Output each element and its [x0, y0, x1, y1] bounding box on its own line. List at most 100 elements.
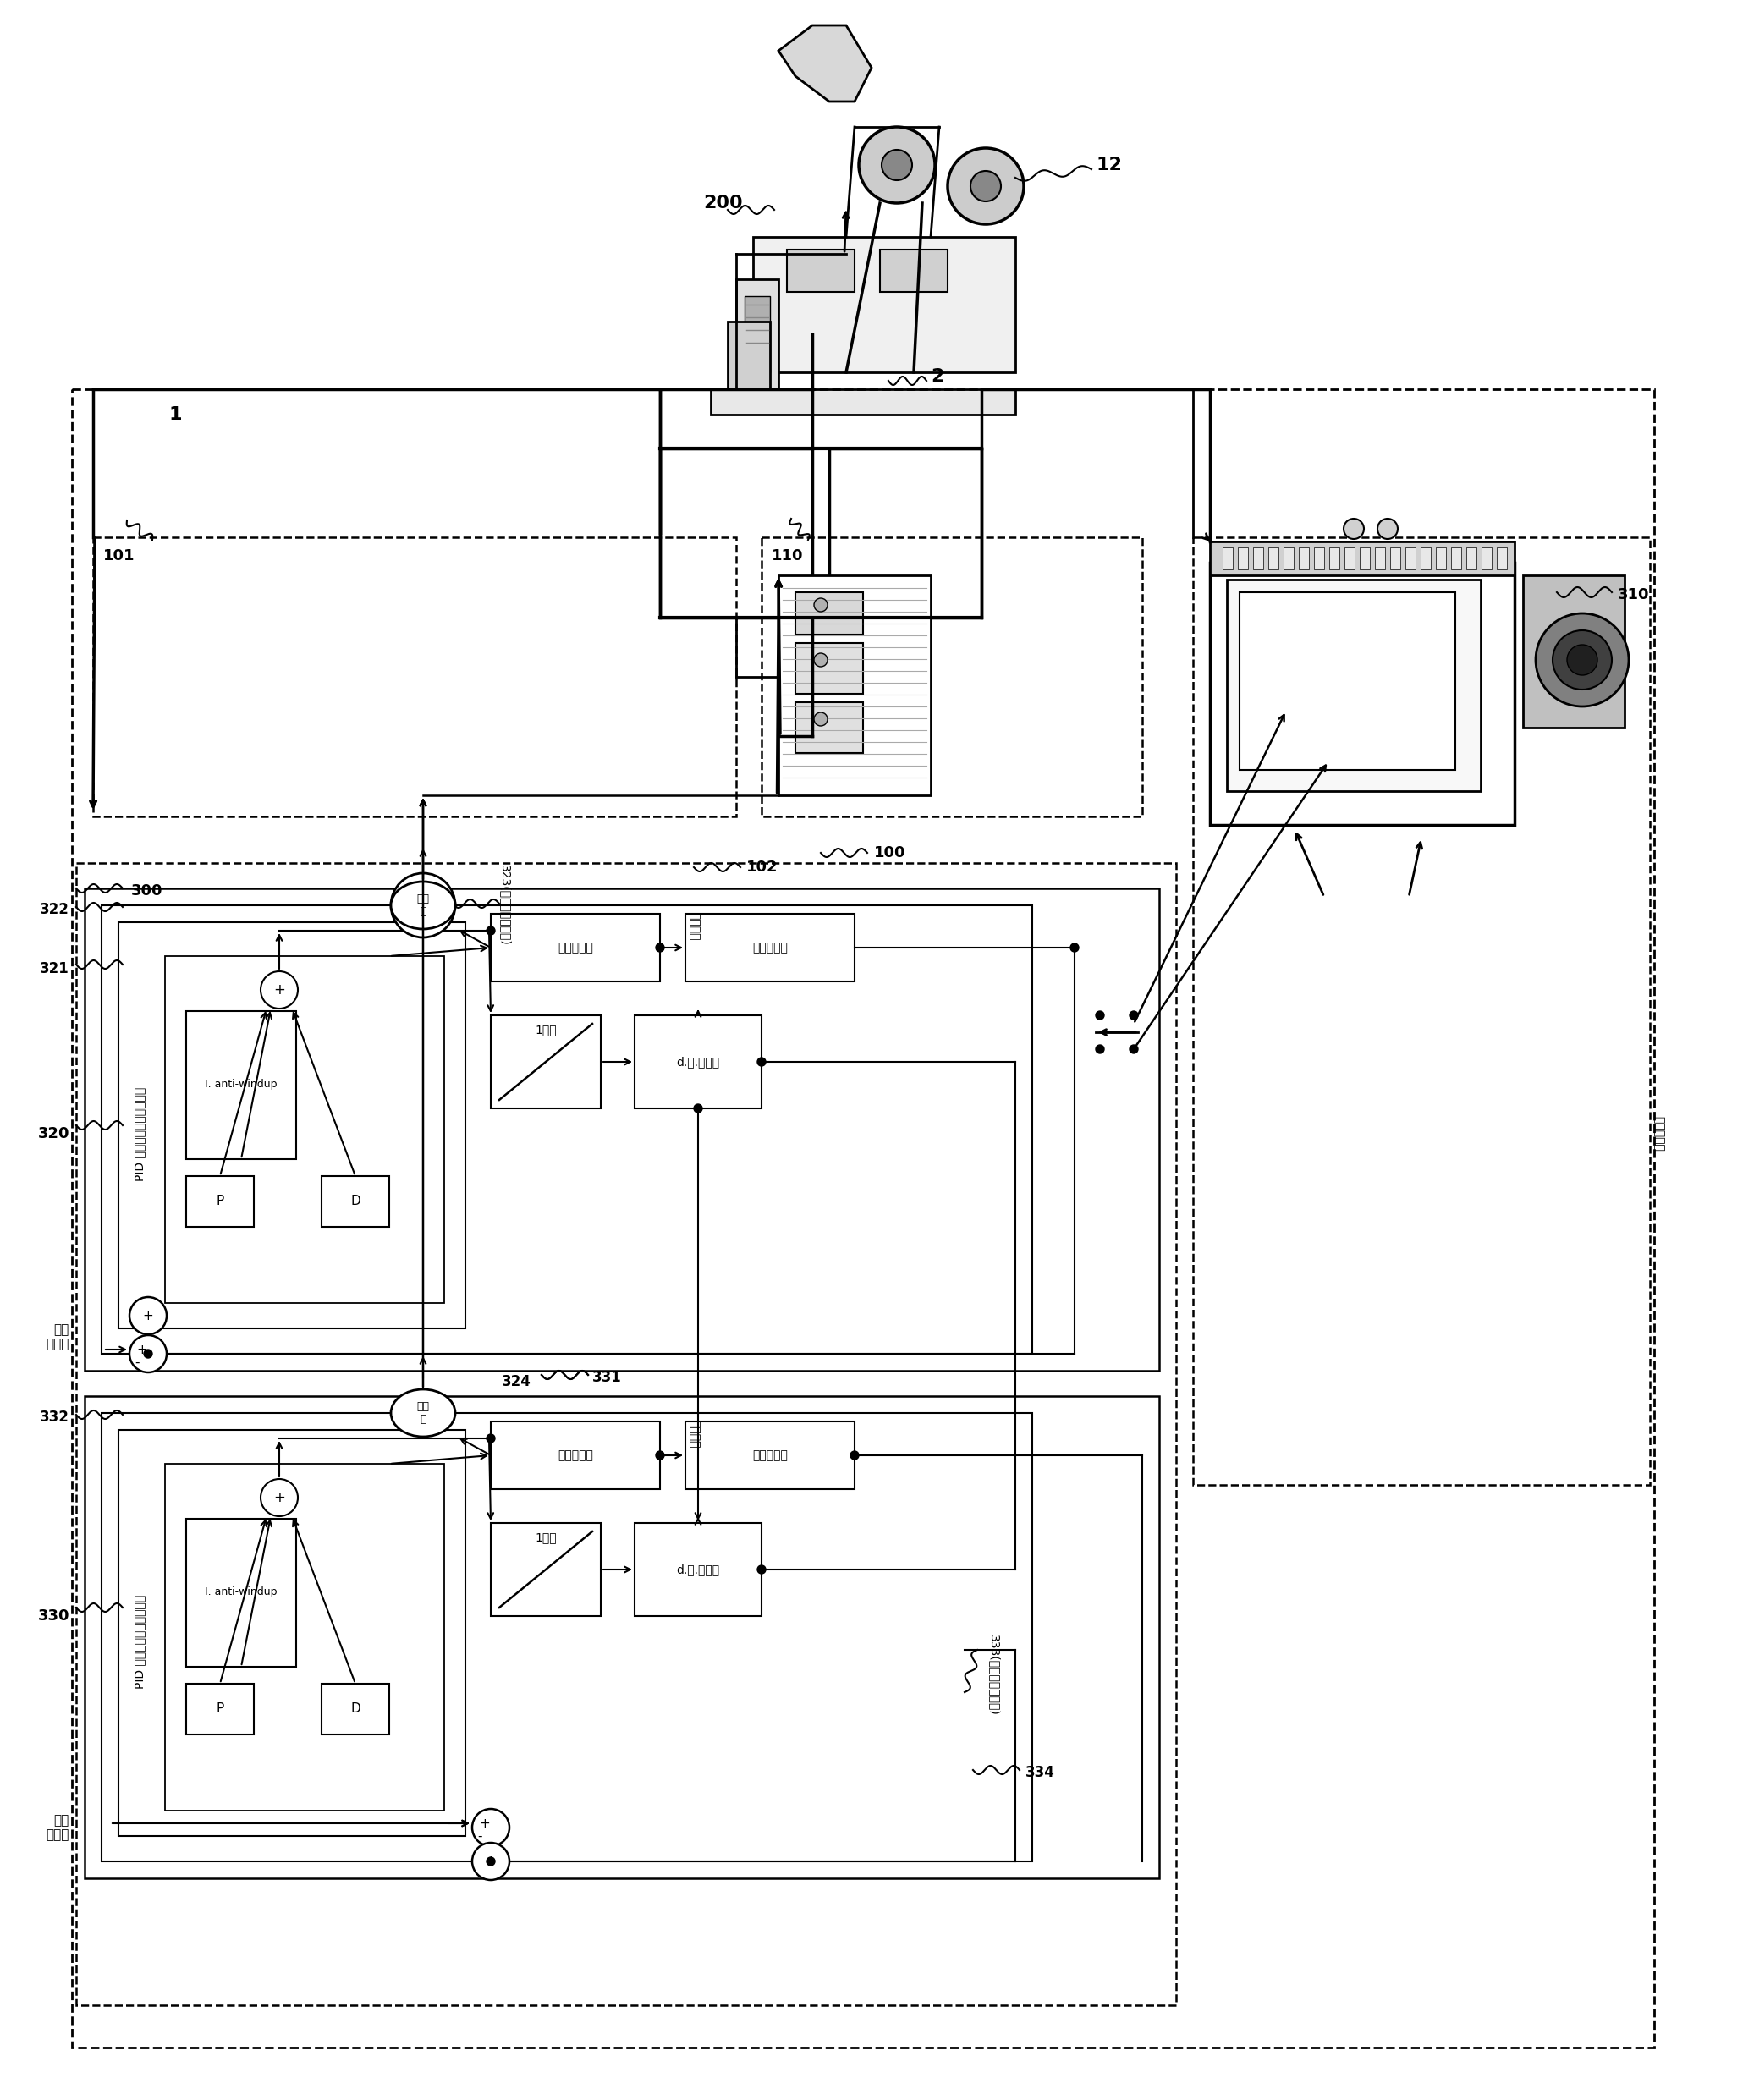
Bar: [788, 250, 854, 292]
Text: 1毫秒: 1毫秒: [535, 1531, 556, 1544]
Text: D: D: [351, 1195, 360, 1208]
Bar: [1466, 548, 1477, 569]
Text: 目标
位移量: 目标 位移量: [46, 1323, 70, 1350]
Bar: [795, 592, 863, 634]
Bar: [1451, 548, 1461, 569]
Text: +: +: [142, 1308, 153, 1323]
Bar: [1522, 575, 1624, 727]
Text: 310: 310: [1617, 588, 1649, 603]
Bar: [491, 1014, 600, 1109]
Bar: [186, 1176, 254, 1226]
Bar: [1496, 548, 1507, 569]
Bar: [1437, 548, 1445, 569]
Text: +: +: [137, 1344, 147, 1357]
Bar: [1238, 548, 1249, 569]
Text: 位置反馈: 位置反馈: [688, 911, 700, 941]
Circle shape: [814, 653, 828, 666]
Text: 321: 321: [40, 962, 70, 977]
Text: 数模转换器: 数模转换器: [558, 1449, 593, 1462]
Circle shape: [695, 1105, 702, 1113]
Bar: [1405, 548, 1415, 569]
Text: 102: 102: [745, 859, 779, 876]
Text: 322: 322: [40, 901, 70, 918]
Bar: [745, 296, 770, 372]
Text: 101: 101: [103, 548, 135, 563]
Text: I. anti-windup: I. anti-windup: [205, 1588, 277, 1598]
Text: 同服
阀: 同服 阀: [417, 1401, 430, 1424]
Circle shape: [261, 1478, 298, 1516]
Bar: [761, 538, 1142, 817]
Bar: [710, 389, 1016, 414]
Bar: [1359, 548, 1370, 569]
Bar: [491, 914, 660, 981]
Bar: [186, 1684, 254, 1735]
Text: +: +: [486, 1854, 496, 1867]
Bar: [1482, 548, 1491, 569]
Circle shape: [1096, 1010, 1105, 1018]
Circle shape: [486, 926, 495, 935]
Text: P: P: [216, 1195, 225, 1208]
Text: D: D: [351, 1703, 360, 1716]
Text: 333(距离测量传感器): 333(距离测量传感器): [988, 1634, 1000, 1716]
Text: PID 控制器（位移控制器）: PID 控制器（位移控制器）: [133, 1086, 146, 1180]
Circle shape: [656, 943, 665, 951]
Text: PID 控制器（位移控制器）: PID 控制器（位移控制器）: [133, 1594, 146, 1688]
Circle shape: [130, 1336, 167, 1373]
Text: +: +: [274, 983, 286, 997]
Bar: [1375, 548, 1386, 569]
Bar: [635, 1014, 761, 1109]
Circle shape: [1377, 519, 1398, 540]
Bar: [1210, 563, 1514, 825]
Text: 300: 300: [132, 884, 163, 899]
Bar: [795, 643, 863, 693]
Circle shape: [144, 1350, 153, 1359]
Circle shape: [486, 1856, 495, 1865]
Text: 110: 110: [772, 548, 803, 563]
Text: I. anti-windup: I. anti-windup: [205, 1079, 277, 1090]
Circle shape: [391, 874, 456, 937]
Bar: [84, 888, 1159, 1371]
Circle shape: [472, 1808, 509, 1846]
Text: 操作者分析: 操作者分析: [1652, 1115, 1665, 1151]
Circle shape: [656, 1451, 665, 1460]
Text: 目标
端面量: 目标 端面量: [46, 1814, 70, 1842]
Circle shape: [486, 1434, 495, 1443]
Circle shape: [851, 1451, 859, 1460]
Bar: [1284, 548, 1294, 569]
Bar: [1223, 548, 1233, 569]
Text: 200: 200: [703, 195, 744, 212]
Circle shape: [1130, 1010, 1138, 1018]
Bar: [1345, 548, 1354, 569]
Bar: [635, 1523, 761, 1617]
Circle shape: [947, 149, 1024, 225]
Bar: [1298, 548, 1308, 569]
Text: 323(距离测量传感器): 323(距离测量传感器): [500, 865, 510, 945]
Text: -: -: [477, 1829, 482, 1842]
Bar: [102, 905, 1033, 1354]
Bar: [321, 1176, 389, 1226]
Circle shape: [1096, 1046, 1105, 1054]
Text: 320: 320: [37, 1126, 70, 1142]
Circle shape: [859, 126, 935, 204]
Text: 位置反馈: 位置反馈: [688, 1420, 700, 1449]
Circle shape: [1070, 943, 1079, 951]
Bar: [1193, 538, 1651, 1485]
Text: +: +: [479, 1819, 489, 1831]
Bar: [1252, 548, 1263, 569]
Circle shape: [814, 598, 828, 611]
Circle shape: [1130, 1046, 1138, 1054]
Text: 330: 330: [37, 1609, 70, 1623]
Bar: [72, 389, 1654, 2048]
Bar: [119, 1430, 465, 1835]
Bar: [186, 1010, 296, 1159]
Bar: [93, 538, 737, 817]
Text: 100: 100: [873, 844, 905, 861]
Circle shape: [1552, 630, 1612, 689]
Bar: [1421, 548, 1431, 569]
Text: 332: 332: [40, 1409, 70, 1424]
Text: 数模转换器: 数模转换器: [752, 1449, 788, 1462]
Bar: [1210, 542, 1514, 575]
Text: 数模转换器: 数模转换器: [752, 941, 788, 953]
Circle shape: [814, 712, 828, 727]
Bar: [1314, 548, 1324, 569]
